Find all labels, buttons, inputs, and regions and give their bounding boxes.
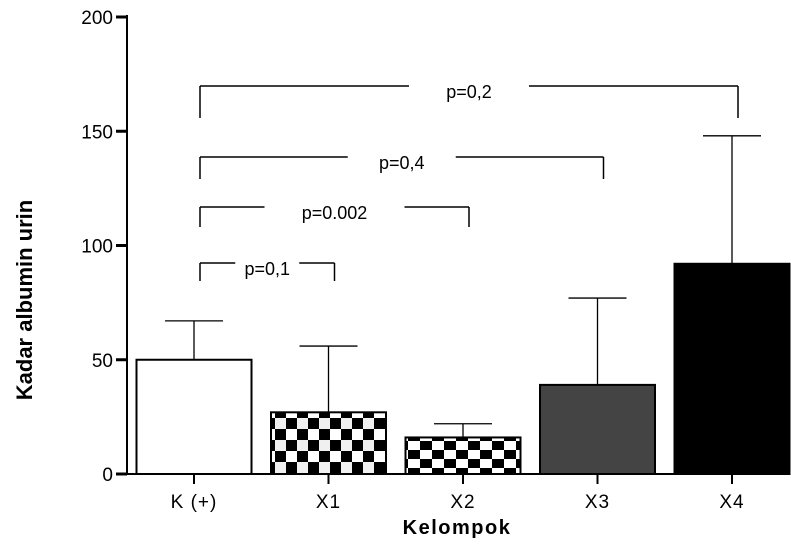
significance-bracket: p=0,2 <box>199 82 739 118</box>
bar <box>673 262 791 475</box>
y-tick-label: 200 <box>81 8 113 29</box>
y-tick-label: 150 <box>81 122 113 143</box>
x-tick-label: X2 <box>450 492 475 513</box>
y-axis-label: Kadar albumin urin <box>12 200 37 400</box>
bar <box>404 436 522 476</box>
x-tick-label: X1 <box>316 492 341 513</box>
x-tick-label: X3 <box>585 492 610 513</box>
x-axis-label: Kelompok <box>403 517 512 539</box>
y-tick-label: 50 <box>92 351 113 372</box>
x-tick-label: K (+) <box>171 492 218 513</box>
significance-bracket: p=0.002 <box>199 203 470 227</box>
significance-bracket: p=0,1 <box>199 259 336 281</box>
bar <box>135 358 253 475</box>
plot-area: 0 50 100 150 200 K (+) X1 X2 X3 X4 p=0,1 p=0.002 p=0… <box>81 8 791 513</box>
p-value-label: p=0,1 <box>244 259 290 279</box>
y-tick-label: 100 <box>81 237 113 258</box>
bar <box>270 411 387 475</box>
bar <box>539 383 656 476</box>
x-tick-label: X4 <box>719 492 744 513</box>
y-tick-label: 0 <box>102 465 113 486</box>
p-value-label: p=0,4 <box>379 153 425 173</box>
p-value-label: p=0.002 <box>302 203 368 223</box>
significance-bracket: p=0,4 <box>199 153 605 179</box>
p-value-label: p=0,2 <box>446 82 492 102</box>
